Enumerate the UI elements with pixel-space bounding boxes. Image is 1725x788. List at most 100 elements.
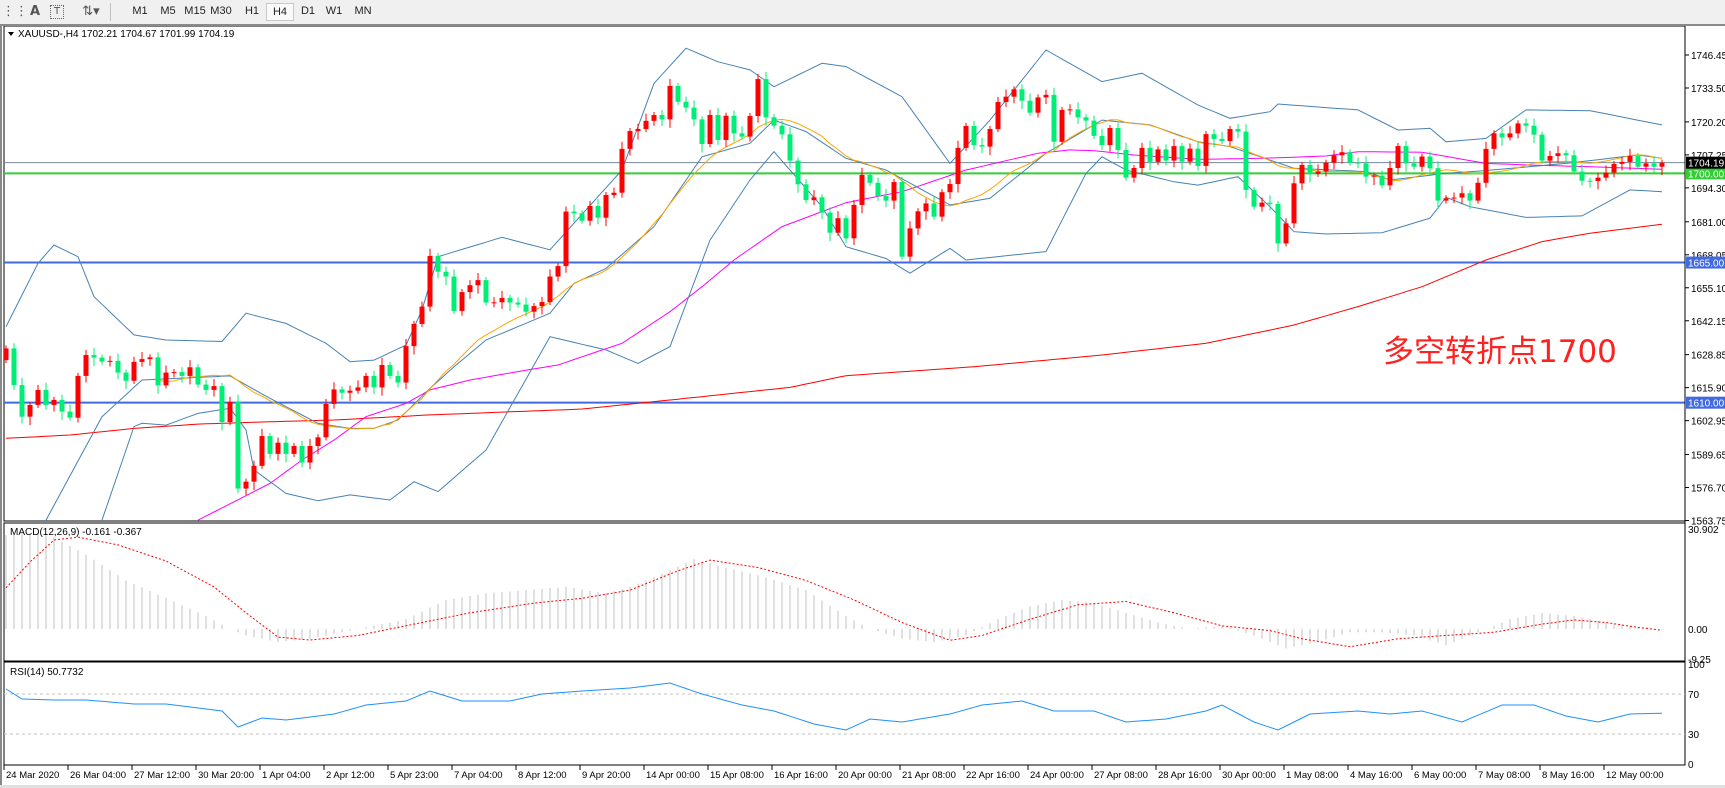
candle-body xyxy=(1195,148,1201,166)
candle xyxy=(819,194,825,220)
candle xyxy=(1555,146,1561,163)
timeframe-m30-button[interactable]: M30 xyxy=(210,5,232,17)
candle-body xyxy=(443,271,449,277)
candle xyxy=(307,438,313,470)
timeframe-d1-button[interactable]: D1 xyxy=(300,5,316,17)
collapse-triangle-icon xyxy=(8,32,14,36)
macd-axis-label: -9.25 xyxy=(1688,655,1711,666)
grid-icon[interactable]: ⋮⋮ xyxy=(2,4,28,19)
candle-body xyxy=(1635,156,1641,167)
candle-body xyxy=(1531,125,1537,135)
timeframe-h1-button[interactable]: H1 xyxy=(244,5,260,17)
candle xyxy=(1459,186,1465,205)
candle-body xyxy=(283,442,289,454)
timeframe-m1-button[interactable]: M1 xyxy=(132,5,148,17)
candle-body xyxy=(1051,94,1057,142)
candle-body xyxy=(107,360,113,362)
candle xyxy=(1627,148,1633,171)
candle-body xyxy=(1595,177,1601,181)
candle xyxy=(75,372,81,423)
candle-body xyxy=(1227,129,1233,141)
candle-body xyxy=(947,184,953,193)
candle xyxy=(779,120,785,140)
macd-signal-line xyxy=(5,536,1663,648)
candle-body xyxy=(1211,134,1217,139)
candle xyxy=(379,357,385,396)
candle-body xyxy=(539,302,545,307)
candle xyxy=(499,290,505,309)
candle xyxy=(651,111,657,126)
candle-body xyxy=(1571,155,1577,172)
candle-body xyxy=(1307,164,1313,174)
candle xyxy=(1347,149,1353,166)
candle-body xyxy=(1611,163,1617,173)
candle xyxy=(691,100,697,126)
candle xyxy=(1187,143,1193,165)
candle xyxy=(1315,164,1321,177)
candle-body xyxy=(1483,148,1489,183)
chart-toolbar: ⋮⋮ A T ⇅▾ M1 M5 M15 M30 H1 H4 D1 W1 MN xyxy=(0,0,1725,26)
candle-body xyxy=(1475,182,1481,201)
candle xyxy=(931,196,937,220)
candle-body xyxy=(611,192,617,196)
candle xyxy=(491,297,497,308)
chart-window[interactable]: XAUUSD-,H4 1702.21 1704.67 1701.99 1704.… xyxy=(0,26,1725,788)
candle-body xyxy=(651,115,657,121)
arrows-icon[interactable]: ⇅▾ xyxy=(82,4,100,19)
candle xyxy=(1275,200,1281,252)
price-axis-label: 1694.30 xyxy=(1691,184,1725,195)
candle xyxy=(867,171,873,186)
candle xyxy=(1003,89,1009,107)
bottom-scroll-strip xyxy=(0,785,1725,788)
candle xyxy=(1587,177,1593,188)
candle xyxy=(1579,164,1585,186)
time-axis-label: 4 May 16:00 xyxy=(1350,770,1402,781)
candle xyxy=(883,188,889,208)
price-level-tag-label: 1610.00 xyxy=(1688,399,1725,410)
candle-body xyxy=(499,297,505,303)
timeframe-m15-button[interactable]: M15 xyxy=(184,5,206,17)
timeframe-h4-button[interactable]: H4 xyxy=(266,3,294,21)
candle xyxy=(803,179,809,204)
candle xyxy=(1027,93,1033,116)
timeframe-m5-button[interactable]: M5 xyxy=(160,5,176,17)
price-level-tag xyxy=(1686,396,1725,409)
timeframe-mn-button[interactable]: MN xyxy=(354,5,372,17)
candle xyxy=(4,345,9,364)
candle-body xyxy=(1491,133,1497,149)
price-axis-label: 1681.00 xyxy=(1691,218,1725,229)
candle-body xyxy=(83,355,89,376)
candle-body xyxy=(595,205,601,218)
candle-body xyxy=(1579,171,1585,181)
candle-body xyxy=(1131,168,1137,178)
candle xyxy=(739,126,745,140)
candle-body xyxy=(1443,198,1449,201)
candle-body xyxy=(1563,153,1569,156)
candle xyxy=(331,382,337,409)
candle xyxy=(1379,170,1385,189)
candle-body xyxy=(1395,146,1401,169)
candle-body xyxy=(763,79,769,118)
candle-body xyxy=(1539,134,1545,161)
rsi-line xyxy=(5,682,1663,731)
candle xyxy=(1403,140,1409,172)
text-box-icon[interactable]: T xyxy=(50,5,64,19)
chart-annotation-text: 多空转折点1700 xyxy=(1383,334,1617,370)
candle-body xyxy=(771,117,777,126)
candle xyxy=(1475,177,1481,204)
candle-body xyxy=(819,197,825,213)
candle xyxy=(1019,84,1025,110)
candle-body xyxy=(91,355,97,358)
time-axis-label: 26 Mar 04:00 xyxy=(70,770,126,781)
candle xyxy=(451,269,457,315)
candle-body xyxy=(427,255,433,307)
timeframe-w1-button[interactable]: W1 xyxy=(325,5,343,17)
candle-body xyxy=(875,182,881,197)
rsi-label: RSI(14) 50.7732 xyxy=(10,667,84,678)
text-a-icon[interactable]: A xyxy=(29,4,41,19)
candle-body xyxy=(1347,152,1353,163)
candle-body xyxy=(403,346,409,383)
candle-body xyxy=(563,211,569,267)
candle-body xyxy=(1315,171,1321,174)
candle xyxy=(1563,150,1569,164)
